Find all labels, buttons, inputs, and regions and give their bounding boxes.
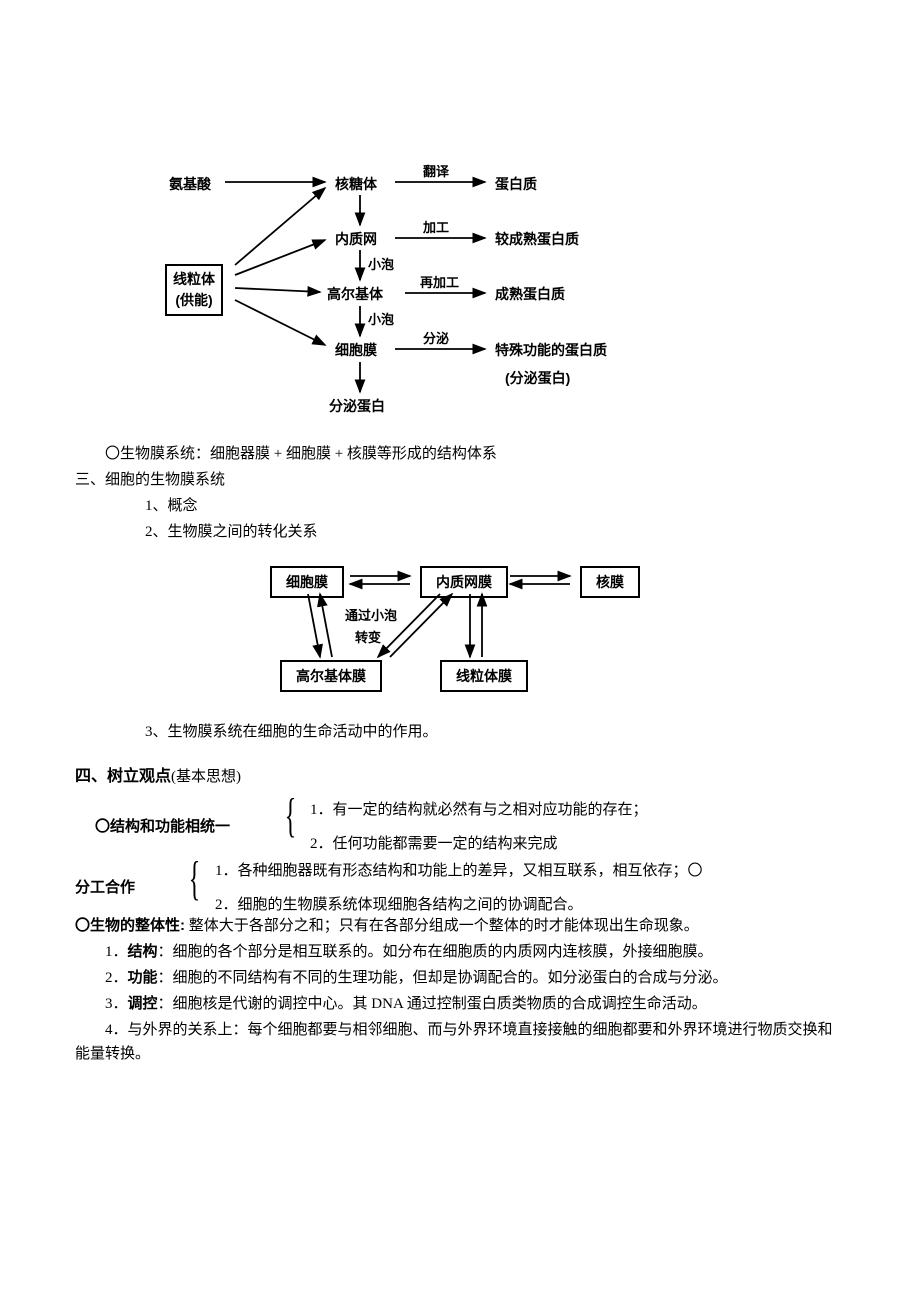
brace-icon-2: { — [189, 855, 201, 903]
si-title: 四、树立观点 — [75, 768, 171, 785]
p3-text: ：细胞核是代谢的调控中心。其 DNA 通过控制蛋白质类物质的合成调控生命活动。 — [158, 996, 707, 1012]
p3-num: 3． — [105, 996, 128, 1012]
p1-num: 1． — [105, 944, 128, 960]
sf-point1: 1．有一定的结构就必然有与之相对应功能的存在； — [310, 798, 648, 822]
li-transform: 2、生物膜之间的转化关系 — [145, 520, 845, 544]
label-vesicle2: 小泡 — [368, 310, 394, 331]
box-mito-membrane: 线粒体膜 — [440, 660, 528, 692]
label-process: 加工 — [423, 218, 449, 239]
wholeness-text: 整体大于各部分之和；只有在各部分组成一个整体的时才能体现出生命现象。 — [185, 918, 699, 934]
mito-line1: 线粒体 — [173, 269, 215, 290]
li-role: 3、生物膜系统在细胞的生命活动中的作用。 — [145, 720, 845, 744]
label-translate: 翻译 — [423, 162, 449, 183]
box-nuclear-membrane: 核膜 — [580, 566, 640, 598]
cooperation-block: { 1．各种细胞器既有形态结构和功能上的差异，又相互联系，相互依存；〇 分工合作… — [75, 857, 845, 912]
p3-key: 调控 — [128, 996, 158, 1012]
sf-point2: 2．任何功能都需要一定的结构来完成 — [310, 832, 558, 856]
wholeness-para: 〇生物的整体性: 整体大于各部分之和；只有在各部分组成一个整体的时才能体现出生命… — [75, 914, 845, 938]
diagram1-arrows — [165, 150, 765, 440]
p2-num: 2． — [105, 970, 128, 986]
list-section3b: 3、生物膜系统在细胞的生命活动中的作用。 — [145, 720, 845, 744]
fg-point2: 2．细胞的生物膜系统体现细胞各结构之间的协调配合。 — [215, 893, 583, 917]
mito-line2: (供能) — [173, 290, 215, 311]
node-secretory-paren: (分泌蛋白) — [505, 367, 570, 389]
li-concept: 1、概念 — [145, 494, 845, 518]
node-special-protein: 特殊功能的蛋白质 — [495, 339, 607, 361]
box-cell-membrane: 细胞膜 — [270, 566, 344, 598]
box-er-membrane: 内质网膜 — [420, 566, 508, 598]
node-amino: 氨基酸 — [169, 173, 211, 195]
brace-icon: { — [285, 792, 297, 840]
membrane-transform-diagram: 细胞膜 内质网膜 核膜 通过小泡 转变 高尔基体膜 线粒体膜 — [260, 562, 660, 702]
fg-point1: 1．各种细胞器既有形态结构和功能上的差异，又相互联系，相互依存；〇 — [215, 859, 845, 883]
label-secrete: 分泌 — [423, 329, 449, 350]
label-via-vesicle: 通过小泡 — [345, 606, 397, 627]
node-er: 内质网 — [335, 228, 377, 250]
protein-synthesis-diagram: 氨基酸 核糖体 翻译 蛋白质 内质网 加工 较成熟蛋白质 小泡 高尔基体 再加工… — [165, 150, 765, 440]
structure-function-block: { 1．有一定的结构就必然有与之相对应功能的存在； 〇结构和功能相统一 2．任何… — [75, 796, 845, 851]
fg-header: 分工合作 — [75, 876, 135, 900]
p2-key: 功能 — [128, 970, 158, 986]
wholeness-label: 〇生物的整体性: — [75, 917, 185, 934]
node-ribosome: 核糖体 — [335, 173, 377, 195]
node-golgi: 高尔基体 — [327, 283, 383, 305]
p2-text: ：细胞的不同结构有不同的生理功能，但却是协调配合的。如分泌蛋白的合成与分泌。 — [158, 970, 728, 986]
label-vesicle1: 小泡 — [368, 255, 394, 276]
sf-header: 〇结构和功能相统一 — [95, 815, 230, 839]
point4: 4．与外界的关系上：每个细胞都要与相邻细胞、而与外界环境直接接触的细胞都要和外界… — [75, 1018, 845, 1066]
node-protein: 蛋白质 — [495, 173, 537, 195]
box-golgi-membrane: 高尔基体膜 — [280, 660, 382, 692]
node-mature-protein: 成熟蛋白质 — [495, 283, 565, 305]
section-three: 三、细胞的生物膜系统 — [75, 468, 845, 492]
label-reprocess: 再加工 — [420, 273, 459, 294]
node-semi-protein: 较成熟蛋白质 — [495, 228, 579, 250]
point2: 2．功能：细胞的不同结构有不同的生理功能，但却是协调配合的。如分泌蛋白的合成与分… — [75, 966, 845, 990]
point1: 1．结构：细胞的各个部分是相互联系的。如分布在细胞质的内质网内连核膜，外接细胞膜… — [75, 940, 845, 964]
p1-key: 结构 — [128, 944, 158, 960]
node-mitochondria-box: 线粒体 (供能) — [165, 264, 223, 316]
point3: 3．调控：细胞核是代谢的调控中心。其 DNA 通过控制蛋白质类物质的合成调控生命… — [75, 992, 845, 1016]
section-four: 四、树立观点(基本思想) — [75, 764, 845, 790]
node-membrane: 细胞膜 — [335, 339, 377, 361]
label-transform: 转变 — [355, 628, 381, 649]
si-sub: (基本思想) — [171, 769, 241, 785]
node-secretory-protein: 分泌蛋白 — [329, 395, 385, 417]
biomembrane-system-def: 〇生物膜系统：细胞器膜 + 细胞膜 + 核膜等形成的结构体系 — [75, 442, 845, 466]
p1-text: ：细胞的各个部分是相互联系的。如分布在细胞质的内质网内连核膜，外接细胞膜。 — [158, 944, 713, 960]
list-section3: 1、概念 2、生物膜之间的转化关系 — [145, 494, 845, 544]
